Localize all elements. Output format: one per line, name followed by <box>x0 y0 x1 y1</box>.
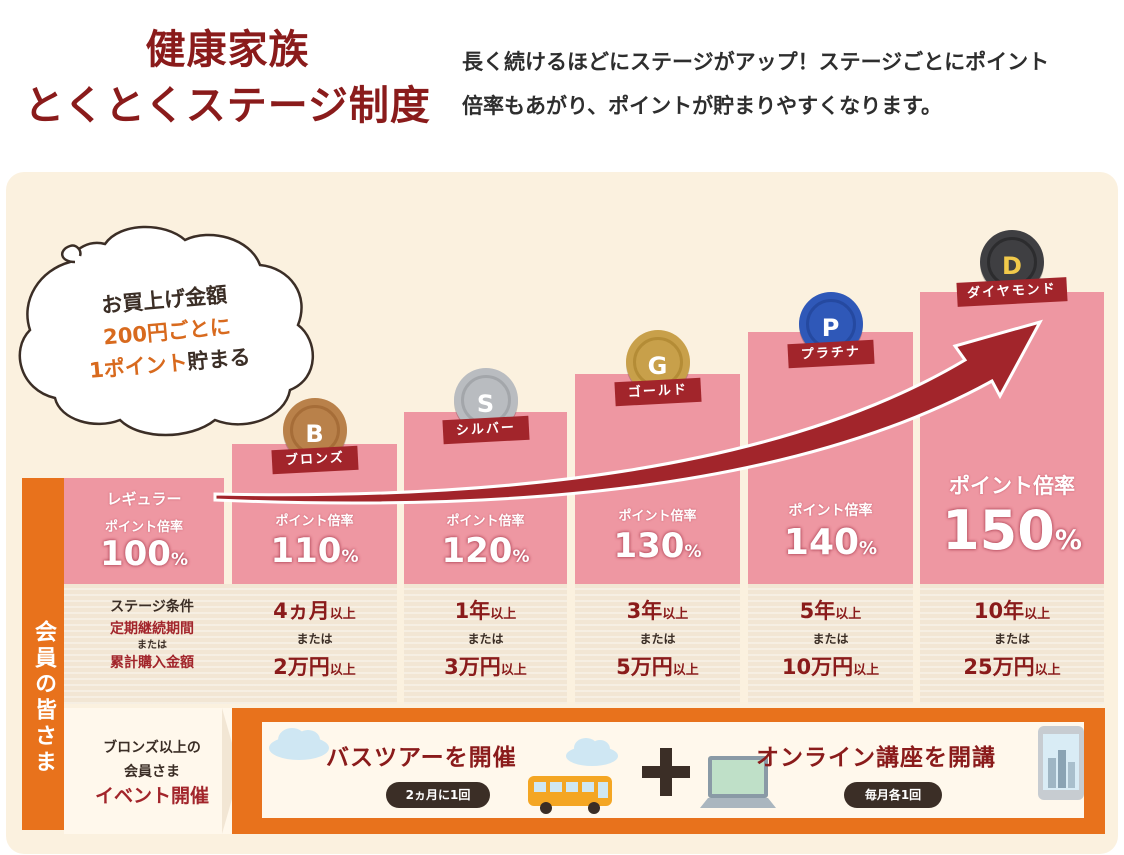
condition-head-2: 定期継続期間 <box>110 621 194 637</box>
events-head-3: イベント開催 <box>94 785 209 807</box>
stage-condition: 10年以上 または 25万円以上 <box>920 594 1104 684</box>
title-line-1: 健康家族 <box>145 27 310 73</box>
events-head-1: ブロンズ以上の <box>103 740 201 756</box>
amount-value: 5万円 <box>616 655 673 679</box>
members-label: 会員の皆さま <box>22 478 64 830</box>
condition-or: または <box>812 632 849 646</box>
title-line-2: とくとくステージ制度 <box>24 83 431 129</box>
rate-label: ポイント倍率 <box>275 514 354 529</box>
rate-number: 120 <box>441 531 513 571</box>
rate-unit: % <box>859 538 878 559</box>
regular-band <box>64 584 232 704</box>
intro-line-2: 倍率もあがり、ポイントが貯まりやすくなります。 <box>462 94 943 118</box>
rate-number: 110 <box>270 531 342 571</box>
rate-label: ポイント倍率 <box>618 509 697 524</box>
rate-unit: % <box>341 547 359 567</box>
events-header-box <box>64 708 240 834</box>
intro-line-1: 長く続けるほどにステージがアップ！ステージごとにポイント <box>462 50 1050 74</box>
amount-value: 25万円 <box>963 655 1035 679</box>
period-suffix: 以上 <box>662 607 689 622</box>
stage-condition: 4ヵ月以上 または 2万円以上 <box>232 594 397 684</box>
rate-number: 130 <box>613 526 685 566</box>
period-suffix: 以上 <box>329 607 356 622</box>
stage-condition: 5年以上 または 10万円以上 <box>748 594 913 684</box>
period-suffix: 以上 <box>490 607 517 622</box>
amount-suffix: 以上 <box>672 663 699 678</box>
rate-label: ポイント倍率 <box>788 503 873 519</box>
rate-value: 150% <box>920 499 1104 562</box>
rate-value: 130% <box>575 526 740 566</box>
rate-number: 150 <box>942 499 1055 562</box>
condition-head-1: ステージ条件 <box>110 599 194 615</box>
bus-tour-title: バスツアーを開催 <box>326 745 517 771</box>
stage-band <box>232 584 397 704</box>
period-value: 3年 <box>626 599 663 623</box>
period-value: 5年 <box>799 599 836 623</box>
stage-band <box>404 584 567 704</box>
intro-text: 長く続けるほどにステージがアップ！ステージごとにポイント 倍率もあがり、ポイント… <box>462 40 1112 128</box>
bus-tour-frequency: 2ヵ月に1回 <box>386 782 490 808</box>
period-suffix: 以上 <box>1024 607 1051 622</box>
page-title: 健康家族 とくとくステージ制度 <box>0 22 455 134</box>
condition-or: または <box>467 632 504 646</box>
cloud-icon <box>566 738 618 766</box>
events-header: ブロンズ以上の 会員さま イベント開催 <box>74 736 230 808</box>
amount-value: 3万円 <box>444 655 501 679</box>
period-value: 1年 <box>454 599 491 623</box>
amount-suffix: 以上 <box>1034 663 1061 678</box>
chevron-right-icon <box>222 708 240 834</box>
regular-rate: 100% <box>64 534 224 574</box>
rate-unit: % <box>512 547 530 567</box>
amount-suffix: 以上 <box>853 663 880 678</box>
period-suffix: 以上 <box>835 607 862 622</box>
condition-or: または <box>639 632 676 646</box>
stage-band <box>748 584 913 704</box>
rate-label: ポイント倍率 <box>446 514 525 529</box>
stage-name-ribbon: プラチナ <box>786 339 875 369</box>
period-value: 4ヵ月 <box>273 599 330 623</box>
regular-rate-label: ポイント倍率 <box>104 520 183 535</box>
regular-name: レギュラー <box>106 490 182 508</box>
medal-letter: D <box>1002 252 1022 280</box>
amount-value: 2万円 <box>273 655 330 679</box>
bubble-accent: 1ポイント <box>88 350 189 383</box>
stage-name-ribbon: ゴールド <box>613 377 702 407</box>
regular-rate-unit: % <box>170 550 189 570</box>
regular-stage <box>64 478 224 584</box>
tablet-icon <box>1038 726 1084 800</box>
online-course-frequency: 毎月各1回 <box>844 782 942 808</box>
stage-band <box>575 584 740 704</box>
laptop-icon <box>700 756 776 808</box>
rate-value: 110% <box>232 531 397 571</box>
events-head-2: 会員さま <box>124 764 180 780</box>
bus-icon <box>528 776 612 814</box>
stage-condition: 1年以上 または 3万円以上 <box>404 594 567 684</box>
stage-band <box>920 584 1104 704</box>
regular-rate-number: 100 <box>99 534 171 574</box>
bubble-text: お買上げ金額 200円ごとに 1ポイント貯まる <box>58 275 276 389</box>
online-course-title: オンライン講座を開講 <box>756 745 996 771</box>
stage-condition: 3年以上 または 5万円以上 <box>575 594 740 684</box>
condition-or: または <box>296 632 333 646</box>
stage-name-ribbon: ブロンズ <box>270 445 359 475</box>
rate-number: 140 <box>783 522 860 563</box>
amount-suffix: 以上 <box>500 663 527 678</box>
rate-label: ポイント倍率 <box>949 474 1075 498</box>
rate-value: 120% <box>404 531 567 571</box>
condition-head-or: または <box>137 640 167 651</box>
rate-unit: % <box>684 542 702 562</box>
rate-unit: % <box>1054 525 1082 556</box>
condition-header: ステージ条件 定期継続期間 または 累計購入金額 <box>74 596 230 674</box>
period-value: 10年 <box>973 599 1025 623</box>
condition-head-3: 累計購入金額 <box>110 655 194 671</box>
condition-or: または <box>993 632 1030 646</box>
plus-icon <box>642 748 690 796</box>
stage-name-ribbon: シルバー <box>441 415 530 445</box>
cloud-icon <box>269 728 329 760</box>
amount-suffix: 以上 <box>329 663 356 678</box>
amount-value: 10万円 <box>781 655 854 679</box>
rate-value: 140% <box>748 522 913 563</box>
bubble-rest: 貯まる <box>186 344 252 375</box>
